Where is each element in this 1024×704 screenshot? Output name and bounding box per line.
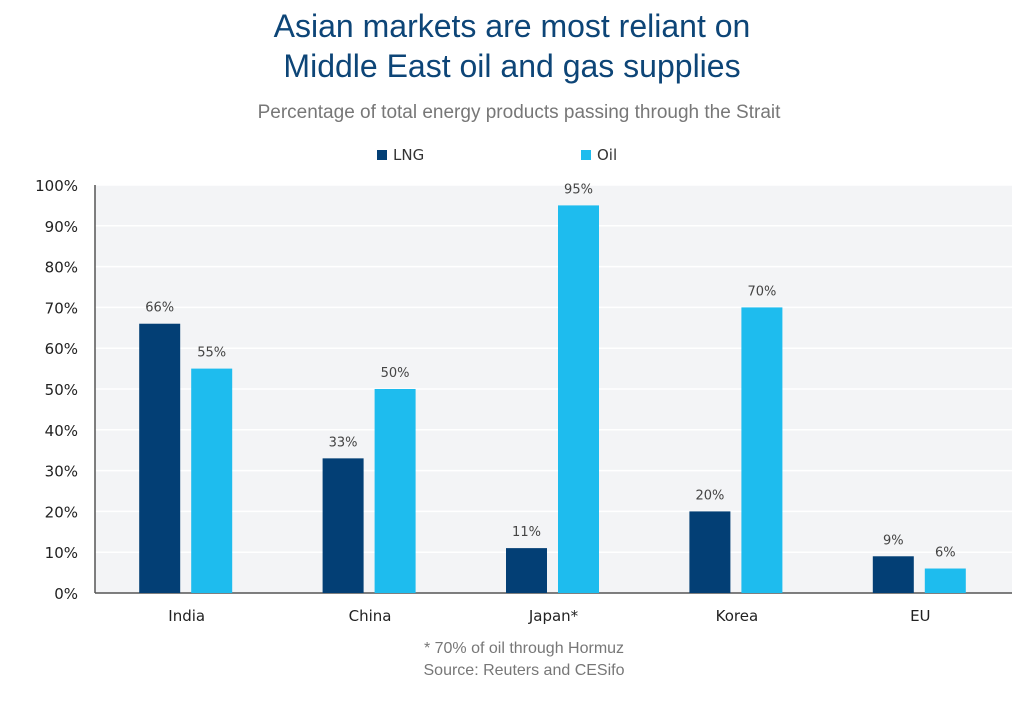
data-label: 33% xyxy=(329,435,358,450)
legend-swatch-lng xyxy=(377,150,387,160)
chart-title: Asian markets are most reliant on Middle… xyxy=(0,6,1024,86)
y-tick-label: 60% xyxy=(45,340,78,358)
bar-oil xyxy=(558,205,599,593)
data-label: 95% xyxy=(564,182,593,197)
title-line-1: Asian markets are most reliant on xyxy=(273,8,751,44)
bar-lng xyxy=(139,323,181,593)
y-tick-label: 70% xyxy=(45,299,78,317)
legend-label-oil: Oil xyxy=(597,146,618,164)
bar-oil xyxy=(374,389,416,593)
bar-oil xyxy=(741,307,783,593)
y-tick-label: 40% xyxy=(45,422,78,440)
source-note: Source: Reuters and CESifo xyxy=(423,662,625,679)
footnote: * 70% of oil through Hormuz xyxy=(423,640,625,657)
x-tick-label: Korea xyxy=(716,607,759,625)
data-label: 70% xyxy=(747,284,776,299)
legend-item-lng: LNG xyxy=(377,146,424,164)
chart-subtitle: Percentage of total energy products pass… xyxy=(257,102,781,123)
data-label: 9% xyxy=(883,533,904,548)
y-tick-label: 90% xyxy=(45,218,78,236)
y-tick-label: 0% xyxy=(54,585,78,603)
data-label: 20% xyxy=(695,488,724,503)
data-label: 6% xyxy=(935,546,956,561)
y-tick-label: 20% xyxy=(45,503,78,521)
y-tick-label: 50% xyxy=(45,381,78,399)
bar-lng xyxy=(872,556,914,593)
bar-lng xyxy=(506,548,547,593)
legend-item-oil: Oil xyxy=(581,146,617,164)
x-tick-label: India xyxy=(168,607,205,625)
bar-oil xyxy=(924,568,966,593)
x-tick-label: EU xyxy=(910,607,930,625)
bar-oil xyxy=(191,368,233,593)
data-label: 55% xyxy=(197,346,226,361)
y-tick-label: 100% xyxy=(35,177,78,195)
legend-swatch-oil xyxy=(581,150,591,160)
x-tick-label: Japan* xyxy=(528,607,579,625)
y-tick-label: 30% xyxy=(45,463,78,481)
x-tick-label: China xyxy=(349,607,392,625)
legend-label-lng: LNG xyxy=(393,146,425,164)
title-line-2: Middle East oil and gas supplies xyxy=(283,48,741,84)
y-tick-label: 80% xyxy=(45,259,78,277)
data-label: 11% xyxy=(512,525,541,540)
bar-lng xyxy=(322,458,364,593)
data-label: 66% xyxy=(145,301,174,316)
y-tick-label: 10% xyxy=(45,544,78,562)
bar-lng xyxy=(689,511,731,593)
data-label: 50% xyxy=(381,366,410,381)
